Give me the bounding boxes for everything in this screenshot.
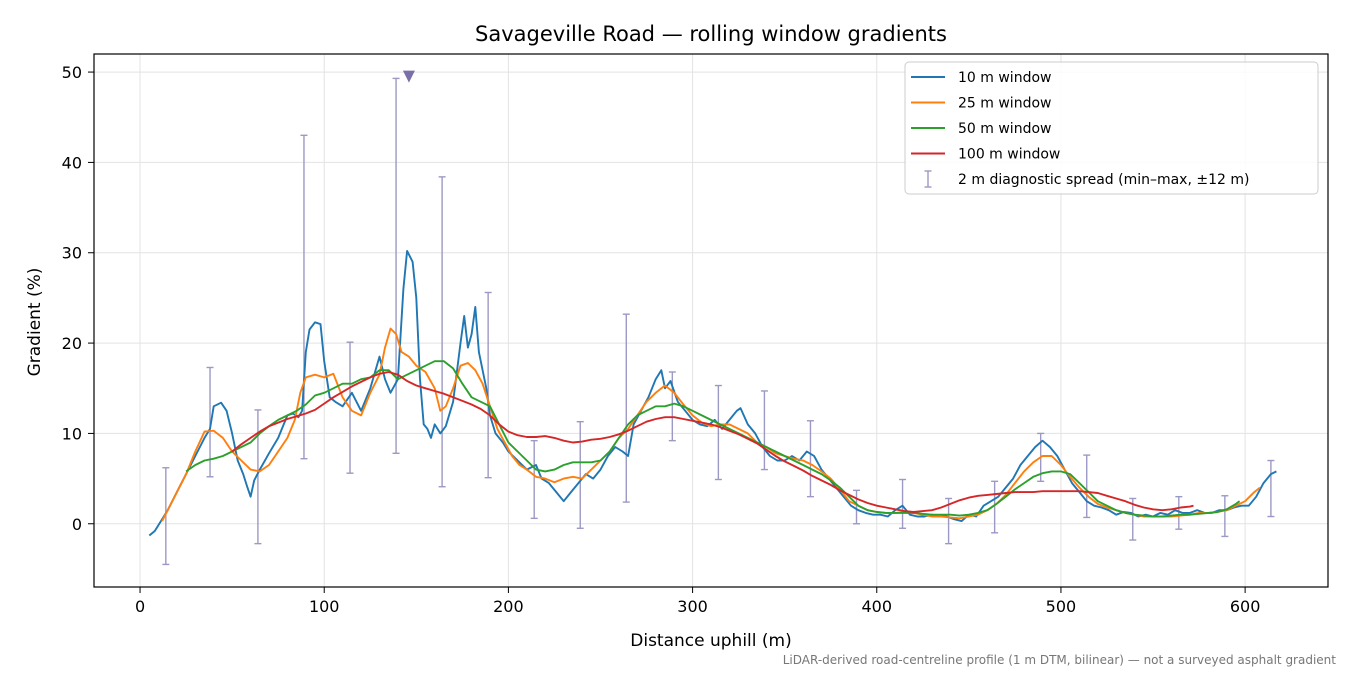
spread-bar — [1221, 495, 1229, 538]
spread-bar — [1267, 459, 1275, 518]
spread-bar — [714, 384, 722, 481]
spread-bar — [1083, 454, 1091, 519]
x-tick-label: 0 — [135, 597, 145, 616]
series-line-4 — [231, 371, 1194, 513]
legend-box — [904, 61, 1319, 195]
legend-label-1: 10 m window — [958, 70, 1051, 86]
gridlines — [94, 54, 1328, 587]
legend: 10 m window 25 m window 50 m window 100 m w… — [904, 61, 1319, 195]
y-axis-label: Gradient (%) — [25, 268, 45, 377]
spread-bar — [530, 439, 538, 520]
series-line-2 — [161, 327, 1261, 522]
y-axis-ticks: 0 10 20 30 40 50 — [62, 63, 94, 534]
clipped-value-marker — [402, 70, 415, 83]
spread-bar — [1175, 495, 1183, 530]
legend-label-4: 100 m window — [958, 147, 1060, 163]
y-tick-label: 40 — [62, 153, 82, 172]
x-tick-label: 500 — [1046, 597, 1077, 616]
spread-bar — [853, 489, 861, 525]
x-tick-label: 600 — [1230, 597, 1261, 616]
spread-bar — [162, 467, 170, 566]
y-tick-label: 0 — [72, 515, 82, 534]
legend-label-2: 25 m window — [958, 96, 1051, 112]
spread-bar — [806, 420, 814, 498]
x-tick-label: 300 — [677, 597, 708, 616]
legend-label-spread: 2 m diagnostic spread (min–max, ±12 m) — [958, 172, 1249, 188]
spread-bar — [899, 478, 907, 529]
spread-bar — [760, 390, 768, 471]
x-tick-label: 100 — [309, 597, 340, 616]
spread-bar — [484, 291, 492, 479]
plot-area — [148, 70, 1277, 566]
spread-bar — [576, 420, 584, 529]
x-axis-ticks: 0 100 200 300 400 500 600 — [135, 587, 1260, 616]
plot-frame — [93, 53, 1329, 588]
y-tick-label: 10 — [62, 424, 82, 443]
x-axis-label: Distance uphill (m) — [630, 631, 791, 651]
spread-bar — [622, 313, 630, 503]
spread-bar — [392, 77, 400, 454]
chart-title: Savageville Road — rolling window gradie… — [475, 22, 947, 46]
spread-bar — [438, 176, 446, 488]
y-tick-label: 30 — [62, 244, 82, 263]
spread-bar — [945, 497, 953, 545]
x-tick-label: 200 — [493, 597, 524, 616]
footnote: LiDAR-derived road-centreline profile (1… — [783, 653, 1337, 667]
spread-bar — [1129, 497, 1137, 541]
y-tick-label: 50 — [62, 63, 82, 82]
legend-label-3: 50 m window — [958, 121, 1051, 137]
series-line-3 — [185, 360, 1241, 518]
x-tick-label: 400 — [861, 597, 892, 616]
y-tick-label: 20 — [62, 334, 82, 353]
spread-bar — [991, 480, 999, 534]
series-line-1 — [148, 249, 1277, 537]
